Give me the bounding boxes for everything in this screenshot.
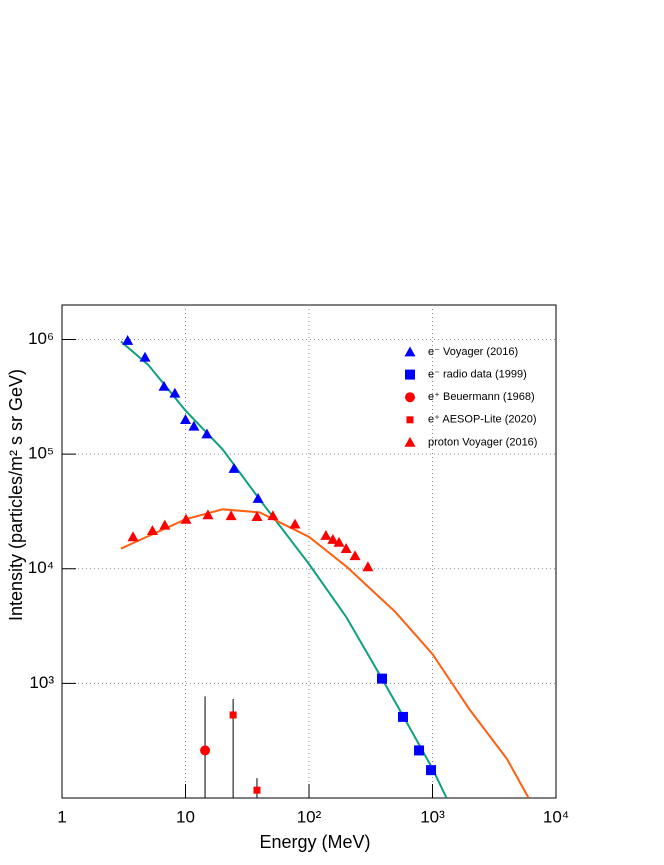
fit-curve xyxy=(120,508,530,798)
y-axis-label: Intensity (particles/m² s sr GeV) xyxy=(6,369,26,621)
marker-triangle xyxy=(404,346,416,357)
marker-triangle xyxy=(139,351,151,362)
marker-square xyxy=(376,673,387,684)
marker-triangle xyxy=(327,533,339,544)
marker-triangle xyxy=(201,428,213,439)
marker-triangle xyxy=(146,525,158,536)
marker-triangle xyxy=(225,510,237,521)
marker-triangle xyxy=(340,543,352,553)
marker-square xyxy=(405,369,415,380)
marker-triangle xyxy=(169,387,181,398)
marker-circle xyxy=(405,392,415,403)
x-tick-label: 10⁴ xyxy=(543,807,569,826)
marker-triangle xyxy=(228,462,240,473)
y-tick-label: 10³ xyxy=(29,673,54,692)
marker-triangle xyxy=(122,335,134,345)
marker-triangle xyxy=(202,509,214,520)
marker-circle xyxy=(200,745,211,756)
marker-square xyxy=(229,711,237,719)
marker-triangle xyxy=(362,561,374,572)
x-tick-label: 1 xyxy=(57,807,66,826)
marker-triangle xyxy=(180,513,192,524)
marker-triangle xyxy=(289,518,301,529)
marker-triangle xyxy=(267,510,279,521)
y-tick-label: 10⁵ xyxy=(28,444,54,463)
fit-curve xyxy=(120,340,448,798)
marker-triangle xyxy=(251,511,263,522)
x-tick-label: 10 xyxy=(176,807,195,826)
marker-square xyxy=(426,765,437,776)
y-tick-label: 10⁶ xyxy=(28,329,54,348)
legend-label: e⁻ radio data (1999) xyxy=(428,369,527,381)
marker-triangle xyxy=(159,519,171,530)
marker-triangle xyxy=(333,536,345,547)
x-axis-label: Energy (MeV) xyxy=(259,832,370,852)
x-tick-label: 10² xyxy=(297,807,322,826)
plot-area xyxy=(120,335,530,798)
marker-square xyxy=(406,416,414,424)
marker-triangle xyxy=(252,493,264,503)
legend-label: e⁻ Voyager (2016) xyxy=(428,346,518,358)
marker-triangle xyxy=(404,436,416,447)
marker-triangle xyxy=(349,550,361,561)
legend-label: e⁺ AESOP-Lite (2020) xyxy=(428,414,537,426)
legend-label: proton Voyager (2016) xyxy=(428,436,537,448)
marker-triangle xyxy=(180,414,191,425)
marker-triangle xyxy=(158,380,170,391)
legend: e⁻ Voyager (2016) e⁻ radio data (1999) e⁺ … xyxy=(404,346,537,448)
x-tick-label: 10³ xyxy=(420,807,445,826)
y-tick-label: 10⁴ xyxy=(28,558,54,577)
marker-square xyxy=(414,745,425,756)
marker-triangle xyxy=(127,531,139,542)
marker-square xyxy=(398,711,409,722)
marker-square xyxy=(253,786,261,794)
marker-triangle xyxy=(188,420,200,431)
marker-triangle xyxy=(320,530,332,540)
legend-label: e⁺ Beuermann (1968) xyxy=(428,391,535,403)
